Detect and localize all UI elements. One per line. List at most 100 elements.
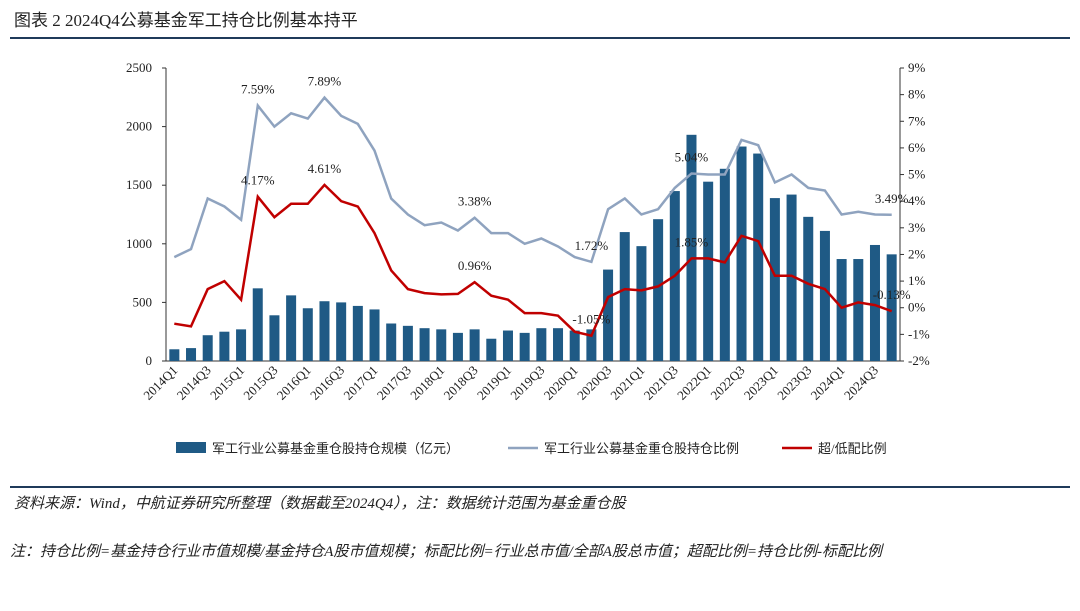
legend-label: 超/低配比例 — [818, 441, 887, 456]
data-label: 7.59% — [241, 82, 275, 97]
bar — [252, 288, 263, 361]
bar — [469, 329, 480, 361]
x-tick-label: 2018Q3 — [441, 363, 481, 403]
x-tick-label: 2024Q1 — [808, 363, 848, 403]
x-tick-label: 2024Q3 — [841, 363, 881, 403]
data-label: 4.17% — [241, 173, 275, 188]
y2-tick-label: 2% — [908, 246, 926, 261]
x-tick-label: 2021Q1 — [607, 363, 647, 403]
x-tick-label: 2016Q3 — [307, 363, 347, 403]
y2-tick-label: 0% — [908, 300, 926, 315]
bar — [386, 323, 397, 361]
data-label: 4.61% — [308, 161, 342, 176]
footnote: 注：持仓比例=基金持仓行业市值规模/基金持仓A股市值规模；标配比例=行业总市值/… — [10, 544, 883, 560]
x-tick-label: 2019Q1 — [474, 363, 514, 403]
bar — [502, 330, 513, 361]
y2-tick-label: 1% — [908, 273, 926, 288]
bar — [553, 328, 564, 361]
bar — [636, 246, 647, 361]
bar — [352, 305, 363, 361]
bar — [803, 216, 814, 361]
bar — [853, 259, 864, 361]
x-tick-label: 2018Q1 — [407, 363, 447, 403]
y-tick-label: 1000 — [126, 236, 152, 251]
bar — [653, 219, 664, 361]
bar — [569, 330, 580, 361]
bar — [886, 254, 897, 361]
x-tick-label: 2023Q3 — [774, 363, 814, 403]
data-label: 3.38% — [458, 194, 492, 209]
bar — [452, 332, 463, 361]
y2-tick-label: -2% — [908, 353, 930, 368]
bar — [419, 328, 430, 361]
bar — [186, 348, 197, 361]
y-tick-label: 500 — [133, 294, 153, 309]
bar — [319, 301, 330, 361]
y2-tick-label: -1% — [908, 326, 930, 341]
y-tick-label: 1500 — [126, 177, 152, 192]
data-label: 7.89% — [308, 74, 342, 89]
bar — [219, 331, 230, 361]
y-tick-label: 2500 — [126, 60, 152, 75]
x-tick-label: 2022Q1 — [674, 363, 714, 403]
chart-title: 图表 2 2024Q4公募基金军工持仓比例基本持平 — [14, 11, 358, 30]
line — [173, 95, 892, 264]
line — [174, 183, 893, 338]
bar — [269, 315, 280, 361]
y-tick-label: 0 — [146, 353, 153, 368]
data-label: 5.04% — [675, 149, 709, 164]
bar — [753, 153, 764, 361]
bar — [202, 335, 213, 361]
bar — [603, 269, 614, 361]
y2-tick-label: 4% — [908, 193, 926, 208]
bar — [519, 332, 530, 361]
data-label: 1.72% — [575, 238, 609, 253]
bar — [536, 328, 547, 361]
data-label: -1.05% — [572, 312, 610, 327]
bar — [869, 244, 880, 361]
bar — [236, 329, 247, 361]
bar — [703, 181, 714, 361]
bar — [619, 232, 630, 361]
bar — [286, 295, 297, 361]
bar — [836, 259, 847, 361]
bar — [336, 302, 347, 361]
y2-tick-label: 3% — [908, 220, 926, 235]
bar — [402, 325, 413, 361]
y2-tick-label: 9% — [908, 60, 926, 75]
legend-label: 军工行业公募基金重仓股持仓规模（亿元） — [212, 441, 459, 456]
legend-label: 军工行业公募基金重仓股持仓比例 — [544, 441, 739, 456]
bar — [302, 308, 313, 361]
footnote-box: 注：持仓比例=基金持仓行业市值规模/基金持仓A股市值规模；标配比例=行业总市值/… — [10, 544, 883, 560]
bar — [486, 338, 497, 361]
bar — [686, 134, 697, 361]
y2-tick-label: 8% — [908, 87, 926, 102]
x-tick-label: 2023Q1 — [741, 363, 781, 403]
bar — [736, 146, 747, 361]
data-label: 1.85% — [675, 234, 709, 249]
bar — [436, 329, 447, 361]
x-tick-label: 2022Q3 — [707, 363, 747, 403]
x-tick-label: 2015Q1 — [207, 363, 247, 403]
x-tick-label: 2014Q1 — [140, 363, 180, 403]
data-label: 3.49% — [875, 191, 909, 206]
y2-tick-label: 6% — [908, 140, 926, 155]
bar — [586, 329, 597, 361]
x-tick-label: 2021Q3 — [641, 363, 681, 403]
y2-tick-label: 7% — [908, 113, 926, 128]
bar — [769, 198, 780, 361]
bar — [169, 349, 180, 361]
x-tick-label: 2020Q3 — [574, 363, 614, 403]
x-tick-label: 2017Q1 — [340, 363, 380, 403]
x-tick-label: 2014Q3 — [174, 363, 214, 403]
bar — [369, 309, 380, 361]
x-tick-label: 2019Q3 — [507, 363, 547, 403]
bar — [819, 230, 830, 361]
source: 资料来源：Wind，中航证券研究所整理（数据截至2024Q4），注：数据统计范围… — [14, 495, 628, 512]
x-tick-label: 2015Q3 — [240, 363, 280, 403]
bar — [786, 194, 797, 361]
y-tick-label: 2000 — [126, 119, 152, 134]
data-label: -0.13% — [873, 287, 911, 302]
y2-tick-label: 5% — [908, 167, 926, 182]
